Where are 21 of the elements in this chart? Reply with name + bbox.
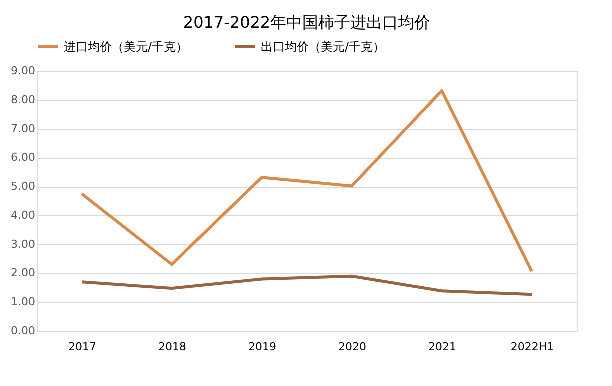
x-tick-label: 2021	[428, 340, 456, 354]
line-series	[80, 274, 534, 296]
y-tick-label: 5.00	[11, 180, 36, 194]
y-tick-label: 3.00	[11, 238, 36, 251]
x-tick-label: 2017	[68, 340, 96, 354]
x-tick-label: 2018	[158, 340, 186, 354]
y-tick-label: 2.00	[11, 266, 36, 280]
y-tick-label: 7.00	[11, 122, 36, 136]
line-series	[80, 89, 534, 273]
x-tick-label: 2019	[248, 340, 276, 354]
y-tick-label: 1.00	[11, 296, 36, 309]
legend-label: 进口均价（美元/千克）	[64, 40, 188, 54]
y-tick-label: 0.00	[11, 324, 36, 338]
y-tick-label: 8.00	[11, 93, 36, 106]
x-tick-label: 2020	[338, 340, 366, 354]
chart-title: 2017-2022年中国柿子进出口均价	[183, 13, 431, 32]
legend-label: 出口均价（美元/千克）	[261, 40, 386, 54]
y-tick-label: 4.00	[11, 208, 36, 222]
y-tick-label: 6.00	[11, 151, 36, 164]
y-tick-label: 9.00	[11, 64, 36, 78]
x-tick-label: 2022H1	[510, 340, 554, 354]
